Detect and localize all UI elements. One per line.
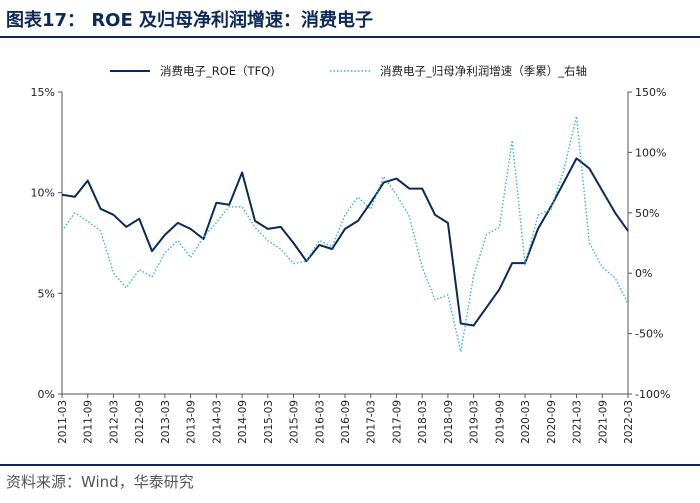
source-note: 资料来源：Wind，华泰研究 [6,473,194,491]
axes: 0% 5% 10% 15% -100% -50% 0% 50% 100% 150% 2011-03 2… [31,86,671,444]
legend-item-growth: 消费电子_归母净利润增速（季累）_右轴 [330,64,587,78]
x-tick-label: 2022-03 [623,400,635,444]
left-tick-label: 5% [38,287,55,300]
x-tick-label: 2018-09 [443,400,455,444]
x-tick-label: 2021-09 [597,400,609,444]
x-tick-label: 2014-03 [211,400,223,444]
x-tick-label: 2020-09 [546,400,558,444]
right-tick-label: 0% [635,267,652,280]
page-title: 图表17： ROE 及归母净利润增速：消费电子 [6,10,374,31]
legend-label: 消费电子_ROE（TFQ) [160,64,275,78]
left-tick-label: 10% [31,187,55,200]
right-tick-label: 100% [635,146,666,159]
chart: 消费电子_ROE（TFQ) 消费电子_归母净利润增速（季累）_右轴 0% 5% 10%… [31,64,671,444]
x-tick-label: 2015-09 [289,400,301,444]
source-rule [0,464,700,466]
right-tick-label: -100% [635,388,670,401]
x-tick-label: 2019-09 [494,400,506,444]
legend-label: 消费电子_归母净利润增速（季累）_右轴 [380,64,587,78]
right-tick-label: 150% [635,86,666,99]
title-bar: 图表17： ROE 及归母净利润增速：消费电子 [0,0,700,38]
right-tick-label: 50% [635,207,659,220]
x-tick-label: 2015-03 [263,400,275,444]
x-tick-label: 2021-03 [572,400,584,444]
x-tick-label: 2017-03 [366,400,378,444]
series-layer [61,115,629,353]
x-tick-label: 2019-03 [469,400,481,444]
x-tick-label: 2014-09 [237,400,249,444]
growth-series-line [61,115,629,353]
x-tick-label: 2018-03 [417,400,429,444]
x-tick-label: 2013-03 [160,400,172,444]
legend-item-roe: 消费电子_ROE（TFQ) [110,64,275,78]
x-tick-label: 2011-09 [83,400,95,444]
x-tick-label: 2017-09 [391,400,403,444]
x-tick-label: 2020-03 [520,400,532,444]
x-tick-label: 2016-03 [314,400,326,444]
x-tick-label: 2012-09 [134,400,146,444]
x-tick-label: 2012-03 [108,400,120,444]
legend: 消费电子_ROE（TFQ) 消费电子_归母净利润增速（季累）_右轴 [110,64,587,78]
x-tick-label: 2011-03 [57,400,69,444]
roe-series-line [61,157,629,327]
x-tick-label: 2016-09 [340,400,352,444]
right-tick-label: -50% [635,328,663,341]
left-tick-label: 15% [31,86,55,99]
left-tick-label: 0% [38,388,55,401]
x-tick-label: 2013-09 [186,400,198,444]
